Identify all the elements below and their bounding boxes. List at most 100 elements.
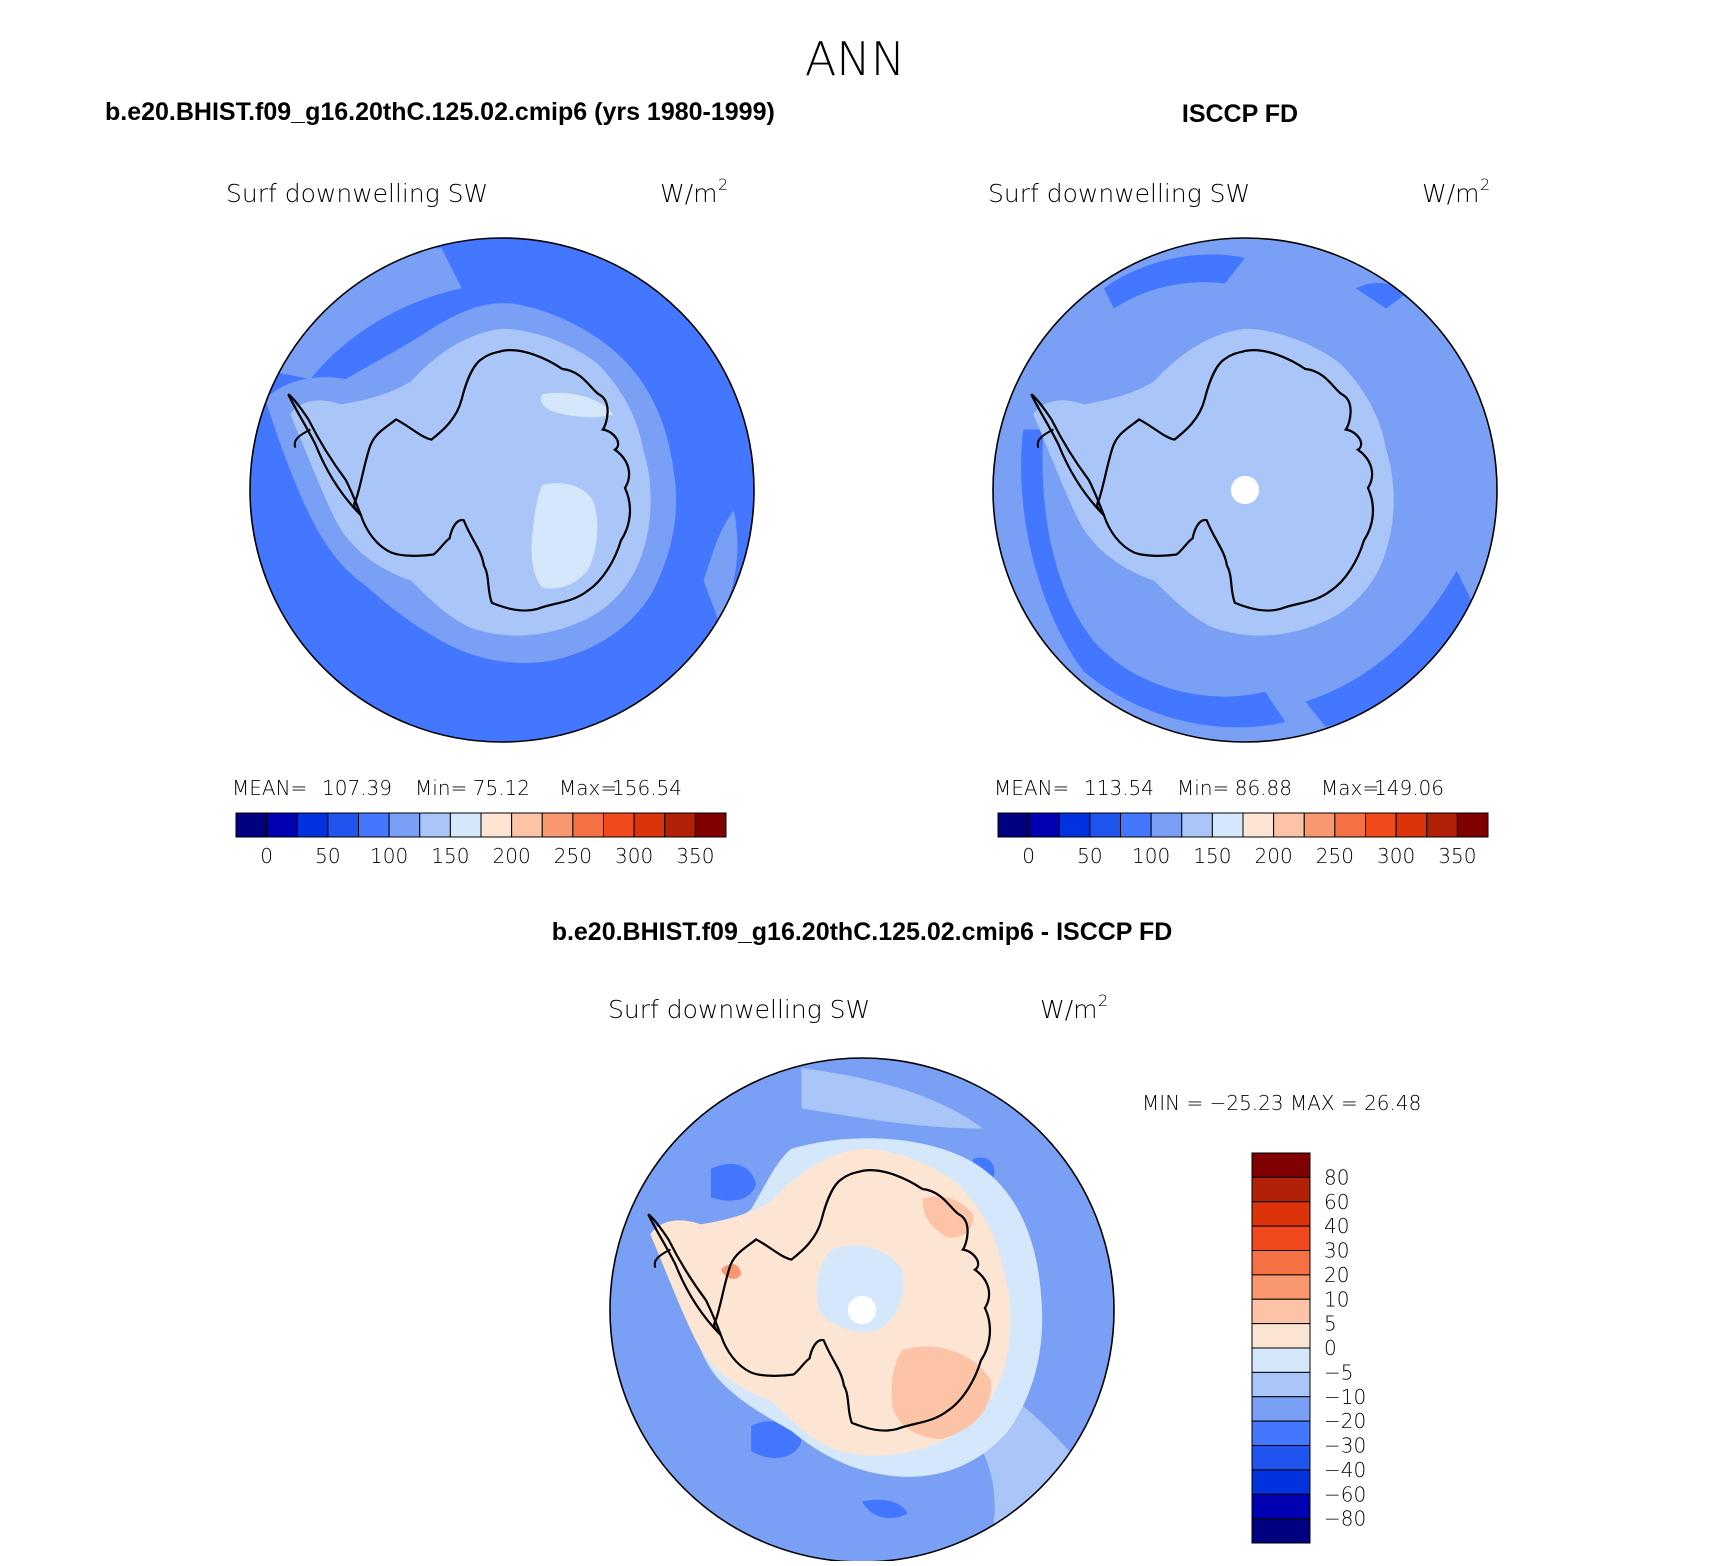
panel-title: b.e20.BHIST.f09_g16.20thC.125.02.cmip6 -…: [552, 918, 1173, 946]
map-2-region-warm-1: [891, 1346, 992, 1440]
figure-title: ANN: [805, 32, 905, 86]
colorbar-swatch: [1251, 1493, 1311, 1520]
colorbar-tick-label: 0: [1324, 1336, 1337, 1360]
map-fill: [250, 238, 754, 742]
colorbar-tick-label: 100: [370, 844, 408, 868]
units-superscript: 2: [718, 175, 728, 194]
colorbar-tick-label: 50: [315, 844, 340, 868]
colorbar-tick-label: −20: [1324, 1409, 1366, 1433]
map-scaled: [250, 238, 754, 742]
variable-label: Surf downwelling SW: [608, 995, 870, 1024]
colorbar-swatch: [1211, 812, 1244, 838]
colorbar-swatch: [358, 812, 390, 838]
max-value: 149.06: [1374, 776, 1444, 800]
colorbar-tick-label: −10: [1324, 1385, 1366, 1409]
units-label: W/m: [1040, 995, 1098, 1024]
map-fill: [993, 238, 1497, 742]
map-2-patch-2: [751, 1421, 802, 1459]
colorbar-tick-label: 150: [431, 844, 469, 868]
colorbar-swatch: [1251, 1469, 1311, 1495]
map-2-island-coast: [653, 1248, 671, 1269]
colorbar-tick-label: 10: [1324, 1287, 1349, 1311]
map: [992, 237, 1498, 743]
colorbar-tick-label: 250: [554, 844, 592, 868]
map-1-band-north: [1103, 254, 1245, 309]
map-border: [992, 237, 1498, 743]
colorbar-tick-label: 100: [1132, 844, 1170, 868]
panel-1: ISCCP FD Surf downwelling SW W/m 2 MEAN= 113.…: [988, 100, 1498, 868]
colorbar-swatch: [997, 812, 1030, 838]
colorbar-swatch: [603, 812, 635, 838]
colorbar-tick-label: 30: [1324, 1239, 1349, 1263]
panel-2: b.e20.BHIST.f09_g16.20thC.125.02.cmip6 -…: [552, 918, 1421, 1563]
min-value: 86.88: [1235, 776, 1292, 800]
colorbar-swatch: [266, 812, 298, 838]
colorbar-swatch: [572, 812, 604, 838]
colorbar-tick-label: −5: [1324, 1360, 1353, 1384]
colorbar-swatch: [1251, 1176, 1311, 1203]
map-0-region-east: [703, 510, 738, 622]
colorbar-tick-label: −40: [1324, 1458, 1366, 1482]
colorbar-tick-label: 80: [1324, 1165, 1349, 1189]
colorbar-swatch: [1456, 812, 1489, 838]
colorbar-swatch: [1028, 812, 1060, 838]
map-1-band-west: [1021, 429, 1286, 728]
variable-label: Surf downwelling SW: [988, 179, 1250, 208]
colorbar-tick-label: 250: [1316, 844, 1354, 868]
colorbar-swatch: [1251, 1152, 1311, 1178]
min-label: Min=: [1177, 776, 1229, 800]
units-superscript: 2: [1480, 175, 1490, 194]
mean-value: 107.39: [322, 776, 392, 800]
colorbar-tick-label: 5: [1324, 1312, 1337, 1336]
colorbar-swatch: [1251, 1225, 1311, 1251]
colorbar-tick-label: 200: [1255, 844, 1293, 868]
colorbar-swatch: [1089, 812, 1121, 838]
min-value: 75.12: [473, 776, 530, 800]
colorbar-swatch: [1303, 812, 1336, 838]
colorbar-swatch: [541, 812, 574, 838]
colorbar-tick-label: −60: [1324, 1482, 1366, 1506]
colorbar: 0 50 100 150 200 250 300 350: [997, 812, 1489, 868]
colorbar-swatch: [664, 812, 696, 838]
map-2-patch-4: [862, 1499, 908, 1519]
colorbar-swatch: [1150, 812, 1183, 838]
map-scaled: [610, 1058, 1114, 1562]
panel-title: ISCCP FD: [1182, 100, 1298, 128]
map-0-island-coast: [293, 428, 311, 449]
map-2-region-warm-2: [922, 1196, 974, 1238]
map: [609, 1057, 1115, 1563]
colorbar-swatch: [1251, 1274, 1311, 1300]
map-0-region-nw: [260, 248, 462, 380]
colorbar-swatch: [1251, 1396, 1311, 1422]
colorbar-swatch: [1251, 1201, 1311, 1227]
colorbar-swatch: [1334, 812, 1366, 838]
units-superscript: 2: [1098, 991, 1108, 1010]
colorbar-swatch: [1273, 812, 1305, 838]
map: [249, 237, 755, 743]
map-border: [249, 237, 755, 743]
colorbar-swatch: [1251, 1298, 1311, 1325]
colorbar-swatch: [388, 812, 421, 838]
panel-0: b.e20.BHIST.f09_g16.20thC.125.02.cmip6 (…: [105, 98, 775, 868]
max-label: Max=: [559, 776, 617, 800]
colorbar-swatch: [1120, 812, 1152, 838]
map-scaled: [993, 238, 1497, 742]
colorbar-tick-label: 300: [615, 844, 653, 868]
colorbar-tick-label: 150: [1193, 844, 1231, 868]
min-label: Min=: [415, 776, 467, 800]
colorbar-swatch: [1242, 812, 1275, 838]
map-0-interior-max-2: [540, 392, 613, 418]
colorbar-tick-label: 40: [1324, 1214, 1349, 1238]
colorbar-swatch: [296, 812, 329, 838]
max-label: Max=: [1321, 776, 1379, 800]
colorbar-swatch: [1251, 1323, 1311, 1349]
colorbar-swatch: [1251, 1420, 1311, 1446]
units-label: W/m: [660, 179, 718, 208]
colorbar-swatch: [480, 812, 513, 838]
map-2-interior-cool: [816, 1245, 904, 1332]
colorbar-tick-label: 350: [676, 844, 714, 868]
colorbar-swatch: [1058, 812, 1091, 838]
